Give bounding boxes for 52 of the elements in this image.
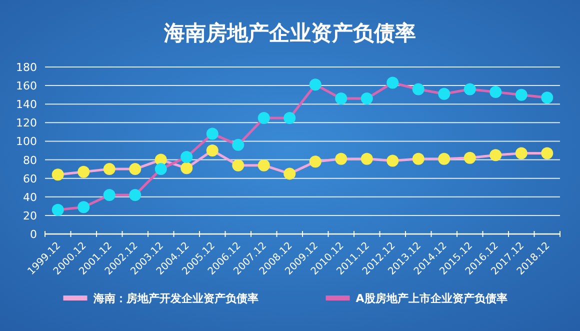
point xyxy=(258,159,270,172)
point xyxy=(490,86,502,98)
legend-label: 海南：房地产开发企业资产负债率 xyxy=(92,292,258,305)
point xyxy=(154,163,167,176)
point xyxy=(78,201,90,214)
point xyxy=(78,166,90,178)
point xyxy=(309,78,322,91)
point xyxy=(438,152,450,165)
point xyxy=(464,83,476,96)
point xyxy=(386,76,399,89)
point xyxy=(515,147,528,160)
y-tick-label: 80 xyxy=(23,154,37,167)
y-tick-label: 100 xyxy=(16,135,37,148)
y-tick-label: 60 xyxy=(23,172,37,186)
point xyxy=(335,152,348,165)
point xyxy=(309,156,322,168)
point xyxy=(129,189,142,202)
point xyxy=(180,150,193,163)
point xyxy=(206,128,218,140)
y-tick-label: 140 xyxy=(16,98,37,112)
y-tick-label: 180 xyxy=(16,61,37,74)
chart-title: 海南房地产企业资产负债率 xyxy=(163,21,416,45)
y-tick-label: 20 xyxy=(23,209,37,222)
point xyxy=(103,189,116,202)
point xyxy=(284,112,296,124)
point xyxy=(386,154,399,167)
point xyxy=(515,88,528,101)
point xyxy=(412,83,424,96)
point xyxy=(464,152,476,164)
point xyxy=(232,138,244,151)
point xyxy=(541,147,554,160)
y-tick-label: 160 xyxy=(16,80,37,93)
point xyxy=(335,92,348,105)
y-tick-label: 0 xyxy=(30,228,37,241)
legend-label: A股房地产上市企业资产负债率 xyxy=(356,292,508,305)
point xyxy=(206,144,218,156)
point xyxy=(412,152,424,165)
y-tick-label: 120 xyxy=(16,116,37,130)
point xyxy=(360,152,373,165)
point xyxy=(258,112,270,124)
point xyxy=(360,92,373,105)
point xyxy=(129,163,142,176)
point xyxy=(52,204,64,216)
point xyxy=(52,168,64,181)
point xyxy=(232,159,244,172)
point xyxy=(103,163,116,176)
point xyxy=(541,92,554,104)
point xyxy=(284,168,296,180)
point xyxy=(438,88,450,100)
point xyxy=(180,162,193,174)
y-tick-label: 40 xyxy=(23,190,37,204)
point xyxy=(490,149,502,162)
